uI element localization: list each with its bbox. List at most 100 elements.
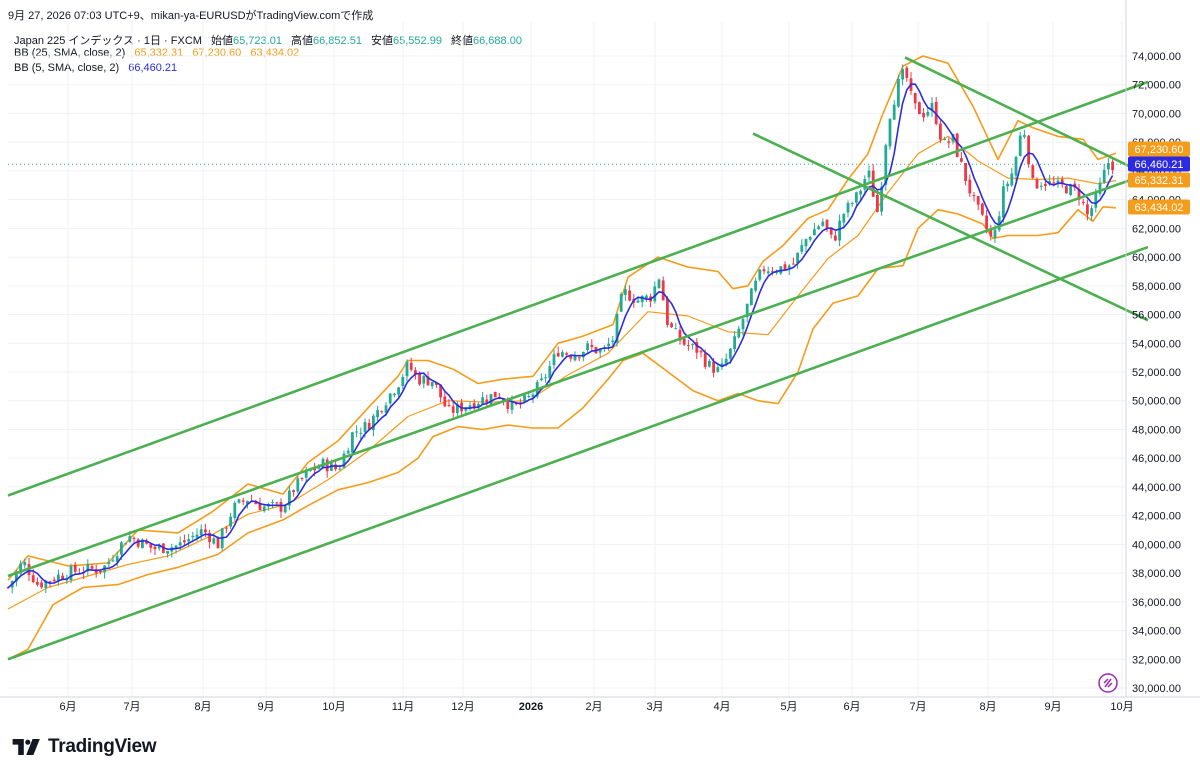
- candle-body: [372, 415, 375, 431]
- candle-body: [636, 300, 640, 303]
- candle-body: [1102, 169, 1106, 183]
- candle-body: [439, 384, 442, 398]
- candle-body: [859, 190, 862, 195]
- candle-body: [48, 581, 52, 583]
- candle-body: [283, 506, 287, 513]
- candle-body: [724, 358, 728, 365]
- bb5-line: [7, 83, 1114, 589]
- candle-body: [99, 570, 102, 572]
- candle-body: [615, 313, 619, 343]
- candle-body: [981, 203, 984, 215]
- candle-body: [834, 235, 837, 241]
- candle-body: [178, 542, 182, 546]
- trend-line-5[interactable]: [752, 132, 1149, 322]
- candle-body: [414, 370, 417, 374]
- candle-body: [678, 329, 682, 341]
- trend-line-3[interactable]: [7, 245, 1149, 661]
- candle-body: [985, 215, 988, 229]
- candle-body: [187, 539, 190, 542]
- candle-body: [451, 406, 455, 413]
- candle-body: [993, 229, 997, 238]
- candle-body: [107, 561, 111, 564]
- candle-body: [212, 538, 216, 544]
- ohlc-legend: Japan 225 インデックス · 1日 · FXCM 始値65,723.01…: [14, 32, 528, 48]
- candle-body: [960, 158, 963, 162]
- y-tick-label: 52,000.00: [1132, 367, 1181, 379]
- candle-body: [435, 382, 438, 385]
- candle-body: [355, 431, 358, 433]
- candle-body: [1010, 173, 1014, 186]
- candle-body: [426, 376, 430, 386]
- x-tick-label: 12月: [451, 701, 474, 713]
- candle-body: [628, 290, 631, 301]
- x-tick-label: 11月: [392, 701, 414, 713]
- candle-body: [477, 403, 480, 407]
- x-tick-label: 10月: [322, 701, 345, 713]
- symbol-label: Japan 225 インデックス · 1日 · FXCM: [14, 35, 202, 47]
- y-tick-label: 56,000.00: [1132, 310, 1181, 322]
- candle-body: [762, 269, 766, 272]
- candle-body: [813, 229, 816, 236]
- y-tick-label: 72,000.00: [1132, 80, 1181, 92]
- candle-body: [275, 502, 279, 504]
- candle-body: [733, 336, 736, 350]
- replay-icon[interactable]: [1098, 673, 1118, 693]
- candle-body: [645, 295, 648, 299]
- x-tick-label: 6月: [59, 701, 76, 713]
- candle-body: [296, 478, 300, 492]
- candle-body: [556, 352, 560, 357]
- trend-line-1[interactable]: [7, 80, 1149, 497]
- candle-body: [166, 551, 169, 554]
- price-label-bg: [1128, 156, 1190, 172]
- tradingview-logo-icon: [12, 739, 40, 755]
- y-tick-label: 74,000.00: [1132, 51, 1181, 63]
- x-tick-label: 2026: [519, 701, 543, 713]
- trend-line-4[interactable]: [904, 56, 1149, 177]
- candle-body: [456, 403, 459, 414]
- candle-body: [997, 216, 1001, 231]
- candle-body: [376, 410, 379, 418]
- trend-line-2[interactable]: [7, 172, 1149, 578]
- candle-body: [691, 344, 694, 346]
- candle-body: [939, 123, 942, 140]
- y-tick-label: 60,000.00: [1132, 252, 1181, 264]
- y-tick-label: 40,000.00: [1132, 539, 1181, 551]
- candle-body: [216, 538, 220, 549]
- open-value: 65,723.01: [233, 35, 282, 47]
- y-tick-label: 50,000.00: [1132, 396, 1181, 408]
- candle-body: [237, 499, 241, 503]
- candle-body: [540, 378, 543, 380]
- tradingview-logo[interactable]: TradingView: [12, 736, 157, 758]
- candle-body: [174, 545, 178, 548]
- candle-body: [44, 580, 48, 589]
- candle-body: [695, 342, 699, 353]
- bb25-lower-line: [7, 206, 1117, 661]
- y-tick-label: 30,000.00: [1132, 683, 1181, 695]
- candle-body: [304, 470, 308, 478]
- candle-body: [716, 367, 720, 372]
- candle-body: [754, 280, 757, 291]
- candle-body: [300, 478, 304, 480]
- trend-lines[interactable]: [7, 56, 1149, 661]
- candle-body: [1018, 135, 1022, 157]
- candle-body: [489, 394, 493, 405]
- candle-body: [86, 564, 90, 572]
- candle-body: [136, 539, 140, 547]
- candle-body: [829, 227, 833, 235]
- candle-body: [775, 272, 778, 274]
- candle-body: [976, 195, 980, 205]
- candle-body: [964, 162, 967, 182]
- candle-body: [384, 405, 388, 413]
- candle-body: [346, 450, 350, 454]
- candle-body: [808, 237, 812, 240]
- candle-body: [577, 357, 581, 359]
- candle-body: [951, 134, 955, 142]
- candle-body: [90, 566, 94, 569]
- bb25-basis-line: [7, 135, 1117, 610]
- price-label-bg: [1128, 172, 1190, 188]
- candle-body: [153, 546, 157, 550]
- candle-body: [19, 563, 22, 574]
- candle-body: [23, 562, 27, 566]
- candle-body: [699, 350, 703, 353]
